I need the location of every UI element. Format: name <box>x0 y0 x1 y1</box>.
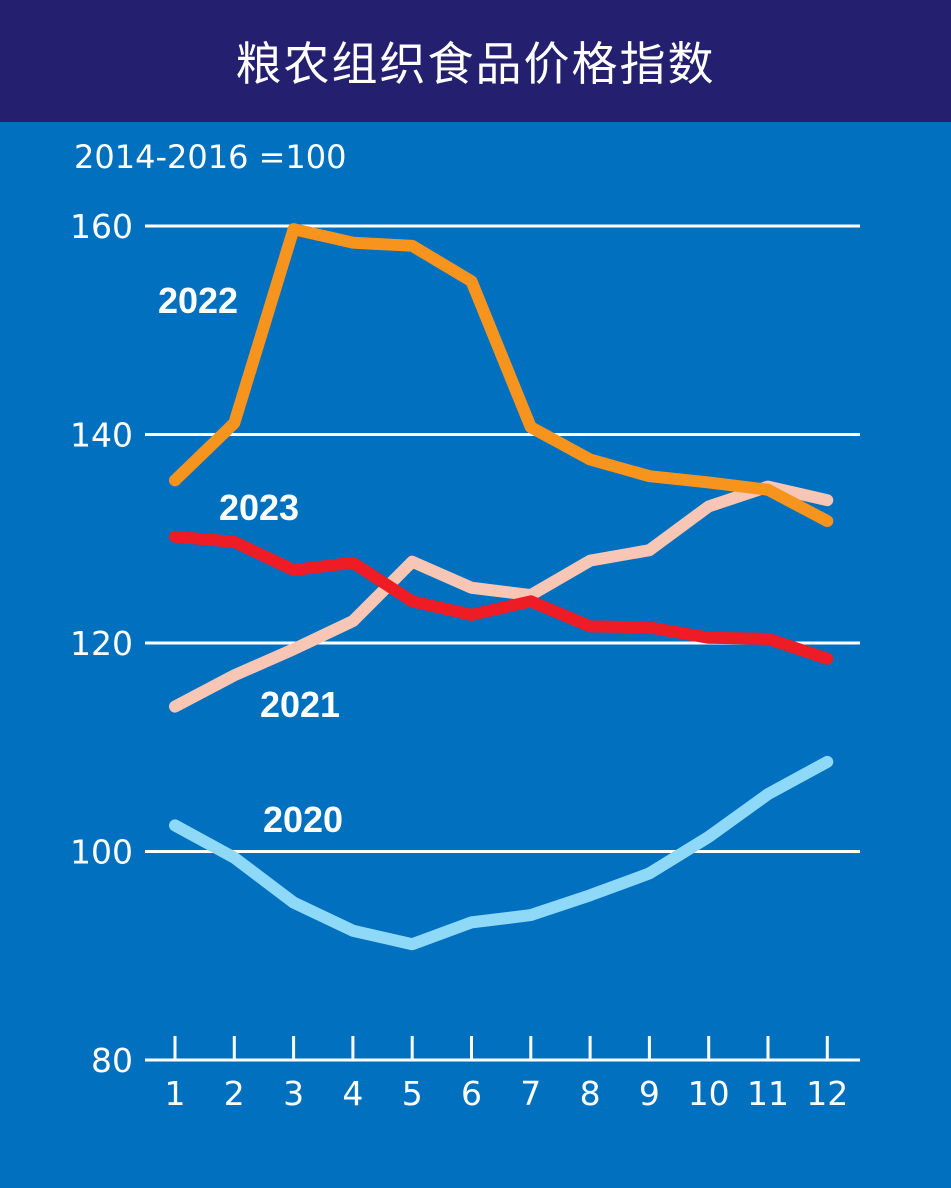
x-tick-label-12: 12 <box>806 1074 848 1113</box>
x-tick-label-2: 2 <box>224 1074 245 1113</box>
series-label-2023: 2023 <box>219 487 299 528</box>
x-tick-labels: 1 2 3 4 5 6 7 8 9 10 11 12 <box>165 1074 849 1113</box>
y-tick-label-140: 140 <box>70 416 133 455</box>
series-line-2021 <box>169 480 834 713</box>
x-tick-label-11: 11 <box>747 1074 789 1113</box>
x-tick-label-6: 6 <box>461 1074 482 1113</box>
x-tick-label-3: 3 <box>283 1074 304 1113</box>
series-line-2023 <box>169 530 834 665</box>
x-tick-label-5: 5 <box>402 1074 423 1113</box>
x-tick-label-4: 4 <box>342 1074 363 1113</box>
y-tick-labels: 80 100 120 140 160 <box>70 207 133 1080</box>
x-tick-label-8: 8 <box>580 1074 601 1113</box>
series-label-2020: 2020 <box>263 799 343 840</box>
series-labels: 2020 2021 2022 2023 <box>158 280 343 840</box>
y-tick-label-80: 80 <box>91 1041 133 1080</box>
title-bar: 粮农组织食品价格指数 <box>0 0 951 122</box>
y-tick-label-100: 100 <box>70 833 133 872</box>
base-period-note: 2014-2016 =100 <box>74 138 346 176</box>
x-axis <box>173 1036 829 1060</box>
series-line-2020 <box>169 755 834 951</box>
series-lines <box>169 223 834 951</box>
y-tick-label-160: 160 <box>70 207 133 246</box>
chart-title: 粮农组织食品价格指数 <box>235 37 716 91</box>
series-line-2022 <box>169 223 834 528</box>
x-tick-label-1: 1 <box>165 1074 186 1113</box>
x-tick-label-10: 10 <box>688 1074 730 1113</box>
series-label-2022: 2022 <box>158 280 238 321</box>
series-label-2021: 2021 <box>260 684 340 725</box>
y-tick-label-120: 120 <box>70 624 133 663</box>
x-tick-label-7: 7 <box>520 1074 541 1113</box>
x-tick-label-9: 9 <box>639 1074 660 1113</box>
